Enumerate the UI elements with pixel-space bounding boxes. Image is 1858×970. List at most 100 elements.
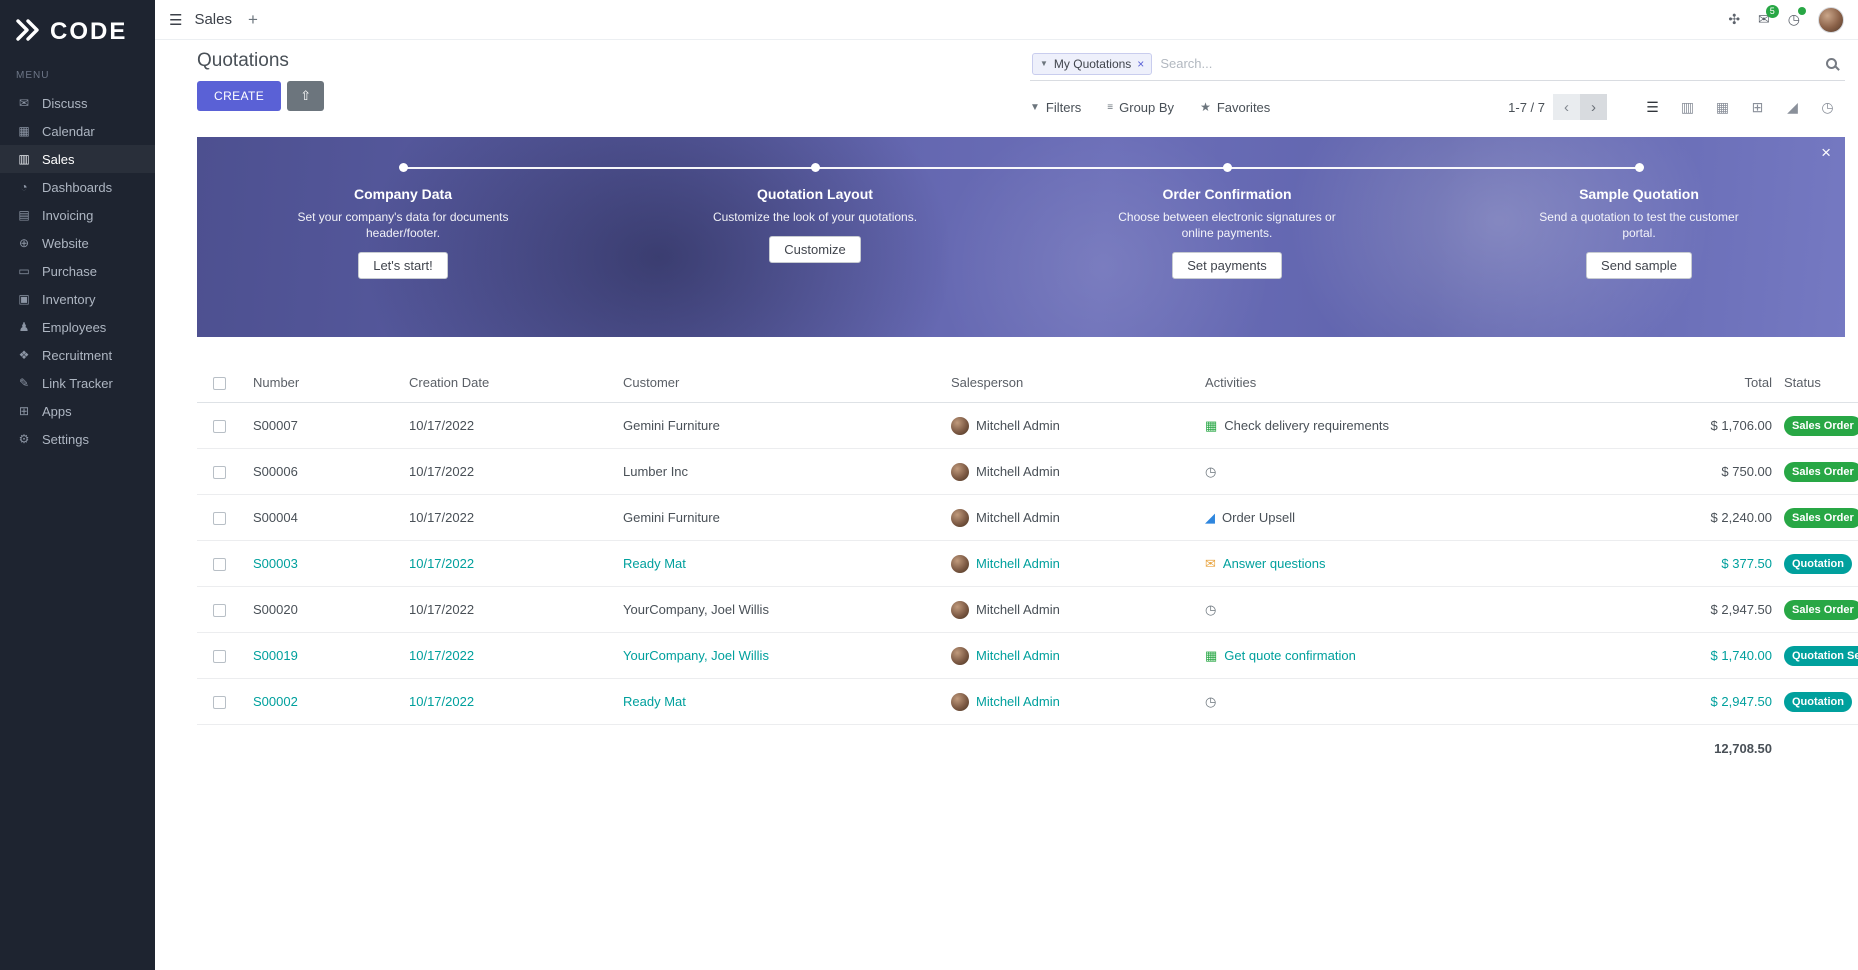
sidebar-item-calendar[interactable]: ▦ Calendar: [0, 117, 155, 145]
banner-close-icon[interactable]: ×: [1821, 143, 1831, 162]
sidebar-item-label: Employees: [42, 319, 107, 335]
column-header-activities[interactable]: Activities: [1205, 375, 1257, 390]
search-icon[interactable]: [1826, 58, 1837, 69]
export-button[interactable]: ⇧: [287, 81, 325, 111]
sidebar-item-website[interactable]: ⊕ Website: [0, 229, 155, 257]
column-header-total[interactable]: Total: [1744, 375, 1772, 390]
sidebar-item-purchase[interactable]: ▭ Purchase: [0, 257, 155, 285]
row-checkbox[interactable]: [213, 466, 226, 480]
sidebar-item-discuss[interactable]: ✉ Discuss: [0, 89, 155, 117]
column-header-creation-date[interactable]: Creation Date: [409, 375, 490, 390]
sidebar-item-employees[interactable]: ♟ Employees: [0, 313, 155, 341]
remove-filter-icon[interactable]: ×: [1137, 56, 1145, 71]
quotation-number[interactable]: S00004: [253, 510, 298, 525]
quotation-number[interactable]: S00020: [253, 602, 298, 617]
pager-next-button[interactable]: ›: [1580, 94, 1607, 120]
creation-date: 10/17/2022: [409, 418, 475, 433]
quotation-number[interactable]: S00006: [253, 464, 298, 479]
purchase-icon: ▭: [18, 264, 30, 278]
order-total: $ 1,706.00: [1710, 418, 1772, 433]
sidebar-item-recruitment[interactable]: ❖ Recruitment: [0, 341, 155, 369]
groupby-menu[interactable]: ≡ Group By: [1107, 99, 1175, 115]
logo[interactable]: CODE: [0, 0, 155, 66]
user-avatar[interactable]: [1818, 6, 1844, 33]
spreadsheet-icon: ▦: [1205, 417, 1218, 433]
debug-icon[interactable]: ✣: [1728, 11, 1741, 27]
select-all-checkbox[interactable]: [213, 377, 226, 391]
sidebar-item-link-tracker[interactable]: ✎ Link Tracker: [0, 369, 155, 397]
new-tab-button[interactable]: +: [247, 9, 258, 29]
pager-prev-button[interactable]: ‹: [1553, 94, 1580, 120]
activity-cell[interactable]: ▦ Get quote confirmation: [1205, 648, 1651, 664]
sidebar-item-invoicing[interactable]: ▤ Invoicing: [0, 201, 155, 229]
table-header-row: Number Creation Date Customer Salesperso…: [197, 363, 1858, 403]
table-row[interactable]: S00002 10/17/2022 Ready Mat Mitchell Adm…: [197, 679, 1858, 725]
set-payments-button[interactable]: Set payments: [1172, 252, 1282, 280]
control-panel: Quotations CREATE ⇧ ▼ My Quotations ×: [155, 40, 1858, 135]
graph-view-icon[interactable]: ◢: [1775, 93, 1810, 121]
filters-menu[interactable]: ▼ Filters: [1030, 99, 1082, 115]
activity-cell[interactable]: ▦ Check delivery requirements: [1205, 418, 1651, 434]
row-checkbox[interactable]: [213, 650, 226, 664]
activity-cell[interactable]: ◷: [1205, 464, 1651, 480]
favorites-menu[interactable]: ★ Favorites: [1200, 99, 1271, 115]
sidebar-item-sales[interactable]: ▥ Sales: [0, 145, 155, 173]
row-checkbox[interactable]: [213, 604, 226, 618]
kanban-view-icon[interactable]: ▥: [1670, 93, 1705, 121]
app-title: Sales: [194, 11, 232, 28]
logo-text: CODE: [50, 18, 128, 45]
search-input[interactable]: [1152, 52, 1826, 75]
row-checkbox[interactable]: [213, 696, 226, 710]
table-row[interactable]: S00003 10/17/2022 Ready Mat Mitchell Adm…: [197, 541, 1858, 587]
clock-icon: ◷: [1205, 693, 1217, 709]
customer-name: Gemini Furniture: [623, 418, 720, 433]
activity-cell[interactable]: ◷: [1205, 694, 1651, 710]
lets-start-button[interactable]: Let's start!: [358, 252, 448, 280]
search-filter-chip[interactable]: ▼ My Quotations ×: [1032, 52, 1153, 75]
column-header-customer[interactable]: Customer: [623, 375, 680, 390]
column-header-status[interactable]: Status: [1784, 375, 1821, 390]
apps-icon: ⊞: [18, 404, 30, 418]
activity-view-icon[interactable]: ◷: [1810, 93, 1845, 121]
salesperson-avatar: [951, 554, 969, 573]
quotation-number[interactable]: S00003: [253, 556, 298, 571]
list-view-icon[interactable]: ☰: [1635, 93, 1670, 121]
sidebar-item-settings[interactable]: ⚙ Settings: [0, 425, 155, 453]
table-row[interactable]: S00019 10/17/2022 YourCompany, Joel Will…: [197, 633, 1858, 679]
calendar-view-icon[interactable]: ▦: [1705, 93, 1740, 121]
activity-cell[interactable]: ◷: [1205, 602, 1651, 618]
create-button[interactable]: CREATE: [197, 81, 282, 111]
column-header-number[interactable]: Number: [253, 375, 300, 390]
row-checkbox[interactable]: [213, 512, 226, 526]
status-badge: Sales Order: [1784, 461, 1858, 482]
hamburger-menu-icon[interactable]: ☰: [169, 11, 183, 29]
table-row[interactable]: S00006 10/17/2022 Lumber Inc Mitchell Ad…: [197, 449, 1858, 495]
activity-cell[interactable]: ◢ Order Upsell: [1205, 510, 1651, 526]
quotation-number[interactable]: S00002: [253, 694, 298, 709]
activity-cell[interactable]: ✉ Answer questions: [1205, 556, 1651, 572]
activities-icon[interactable]: ◷: [1788, 7, 1806, 28]
row-checkbox[interactable]: [213, 420, 226, 434]
step-dot: [398, 163, 408, 172]
salesperson-name: Mitchell Admin: [976, 556, 1060, 571]
column-header-salesperson[interactable]: Salesperson: [951, 375, 1024, 390]
activity-label: Order Upsell: [1222, 510, 1295, 525]
table-row[interactable]: S00004 10/17/2022 Gemini Furniture Mitch…: [197, 495, 1858, 541]
pivot-view-icon[interactable]: ⊞: [1740, 93, 1775, 121]
quotation-number[interactable]: S00019: [253, 648, 298, 663]
website-icon: ⊕: [18, 236, 30, 250]
sidebar-item-label: Sales: [42, 151, 75, 167]
table-row[interactable]: S00007 10/17/2022 Gemini Furniture Mitch…: [197, 403, 1858, 449]
customize-button[interactable]: Customize: [769, 236, 861, 264]
quotation-number[interactable]: S00007: [253, 418, 298, 433]
steps-progress-line: [403, 167, 1639, 169]
row-checkbox[interactable]: [213, 558, 226, 572]
sidebar-item-inventory[interactable]: ▣ Inventory: [0, 285, 155, 313]
table-row[interactable]: S00020 10/17/2022 YourCompany, Joel Will…: [197, 587, 1858, 633]
send-sample-button[interactable]: Send sample: [1586, 252, 1692, 280]
sidebar-item-dashboards[interactable]: ◔ Dashboards: [0, 173, 155, 201]
order-total: $ 2,947.50: [1710, 694, 1772, 709]
messages-icon[interactable]: ✉ 5: [1758, 5, 1779, 28]
sidebar-item-apps[interactable]: ⊞ Apps: [0, 397, 155, 425]
